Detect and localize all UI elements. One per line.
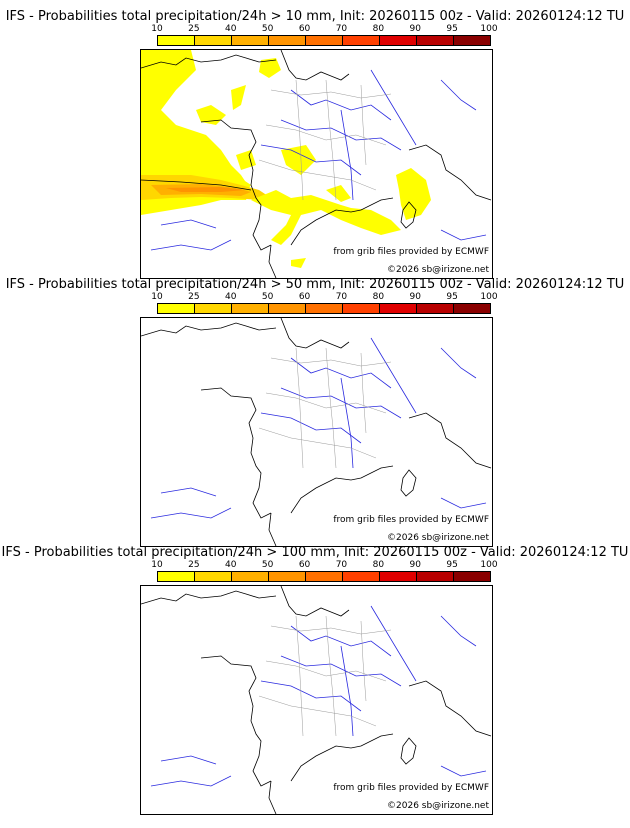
colorbar-tick-label: 40 bbox=[225, 560, 237, 570]
colorbar-ticks: 10 25 40 50 60 70 80 90 95 100 bbox=[140, 24, 506, 35]
colorbar-tick-label: 70 bbox=[335, 560, 348, 570]
map-frame: from grib files provided by ECMWF ©2026 … bbox=[140, 49, 493, 279]
colorbar-tick-label: 100 bbox=[480, 560, 498, 570]
france-map bbox=[141, 318, 492, 546]
colorbar-segment bbox=[232, 36, 269, 45]
france-map bbox=[141, 50, 492, 278]
colorbar-segment bbox=[195, 304, 232, 313]
rivers bbox=[150, 69, 487, 251]
colorbar-segment bbox=[306, 36, 343, 45]
colorbar-tick-label: 25 bbox=[188, 292, 200, 302]
colorbar-segment bbox=[158, 572, 195, 581]
source-credit: from grib files provided by ECMWF bbox=[333, 515, 489, 525]
colorbar-segment bbox=[306, 304, 343, 313]
colorbar-tick-label: 95 bbox=[446, 560, 458, 570]
colorbar-segment bbox=[343, 36, 380, 45]
copyright-credit: ©2026 sb@irizone.net bbox=[387, 801, 489, 811]
coastlines bbox=[141, 50, 492, 278]
colorbar-tick-label: 50 bbox=[261, 292, 274, 302]
colorbar-segment bbox=[269, 304, 306, 313]
colorbar-tick-label: 95 bbox=[446, 292, 458, 302]
colorbar-tick-label: 60 bbox=[298, 24, 311, 34]
colorbar-tick-label: 60 bbox=[298, 292, 311, 302]
colorbar-tick-label: 95 bbox=[446, 24, 458, 34]
colorbar-segment bbox=[454, 572, 490, 581]
colorbar-segment bbox=[417, 304, 454, 313]
colorbar-tick-label: 70 bbox=[335, 24, 348, 34]
panel-title: IFS - Probabilities total precipitation/… bbox=[1, 545, 629, 560]
colorbar bbox=[157, 303, 491, 314]
copyright-credit: ©2026 sb@irizone.net bbox=[387, 533, 489, 543]
colorbar-tick-label: 25 bbox=[188, 560, 200, 570]
colorbar-tick-label: 80 bbox=[372, 24, 385, 34]
admin-boundaries bbox=[258, 347, 392, 469]
copyright-credit: ©2026 sb@irizone.net bbox=[387, 265, 489, 275]
precip-areas bbox=[141, 50, 431, 268]
panel-title: IFS - Probabilities total precipitation/… bbox=[5, 277, 625, 292]
colorbar-tick-label: 90 bbox=[409, 24, 421, 34]
colorbar-segment bbox=[195, 36, 232, 45]
colorbar-segment bbox=[380, 572, 417, 581]
colorbar-segment bbox=[195, 572, 232, 581]
coastlines bbox=[141, 318, 492, 546]
colorbar-tick-label: 60 bbox=[298, 560, 311, 570]
colorbar-segment bbox=[380, 36, 417, 45]
admin-boundaries bbox=[258, 615, 392, 737]
panel-title: IFS - Probabilities total precipitation/… bbox=[5, 9, 625, 24]
colorbar-segment bbox=[417, 572, 454, 581]
colorbar-tick-label: 50 bbox=[261, 24, 274, 34]
colorbar-segment bbox=[343, 304, 380, 313]
colorbar-segment bbox=[380, 304, 417, 313]
colorbar-tick-label: 40 bbox=[225, 292, 237, 302]
colorbar-segment bbox=[454, 36, 490, 45]
map-panel-2: IFS - Probabilities total precipitation/… bbox=[0, 268, 630, 547]
colorbar-segment bbox=[269, 572, 306, 581]
colorbar-tick-label: 40 bbox=[225, 24, 237, 34]
colorbar-segment bbox=[417, 36, 454, 45]
colorbar-tick-label: 90 bbox=[409, 292, 421, 302]
colorbar-segment bbox=[158, 36, 195, 45]
rivers bbox=[150, 337, 487, 519]
colorbar-segment bbox=[306, 572, 343, 581]
colorbar bbox=[157, 35, 491, 46]
colorbar-tick-label: 80 bbox=[372, 560, 385, 570]
admin-boundaries bbox=[258, 79, 392, 201]
map-frame: from grib files provided by ECMWF ©2026 … bbox=[140, 317, 493, 547]
colorbar-tick-label: 10 bbox=[151, 292, 163, 302]
colorbar-segment bbox=[269, 36, 306, 45]
colorbar-segment bbox=[232, 304, 269, 313]
source-credit: from grib files provided by ECMWF bbox=[333, 783, 489, 793]
colorbar-tick-label: 90 bbox=[409, 560, 421, 570]
source-credit: from grib files provided by ECMWF bbox=[333, 247, 489, 257]
colorbar-tick-label: 25 bbox=[188, 24, 200, 34]
colorbar-tick-label: 10 bbox=[151, 24, 163, 34]
france-map bbox=[141, 586, 492, 814]
map-frame: from grib files provided by ECMWF ©2026 … bbox=[140, 585, 493, 815]
colorbar-segment bbox=[158, 304, 195, 313]
rivers bbox=[150, 605, 487, 787]
coastlines bbox=[141, 586, 492, 814]
map-panel-3: IFS - Probabilities total precipitation/… bbox=[0, 536, 630, 815]
colorbar-segment bbox=[343, 572, 380, 581]
colorbar-tick-label: 80 bbox=[372, 292, 385, 302]
map-panel-1: IFS - Probabilities total precipitation/… bbox=[0, 0, 630, 279]
colorbar bbox=[157, 571, 491, 582]
colorbar-tick-label: 100 bbox=[480, 292, 498, 302]
colorbar-tick-label: 100 bbox=[480, 24, 498, 34]
colorbar-tick-label: 70 bbox=[335, 292, 348, 302]
colorbar-tick-label: 10 bbox=[151, 560, 163, 570]
colorbar-tick-label: 50 bbox=[261, 560, 274, 570]
colorbar-segment bbox=[232, 572, 269, 581]
colorbar-ticks: 10 25 40 50 60 70 80 90 95 100 bbox=[140, 560, 506, 571]
colorbar-segment bbox=[454, 304, 490, 313]
colorbar-ticks: 10 25 40 50 60 70 80 90 95 100 bbox=[140, 292, 506, 303]
